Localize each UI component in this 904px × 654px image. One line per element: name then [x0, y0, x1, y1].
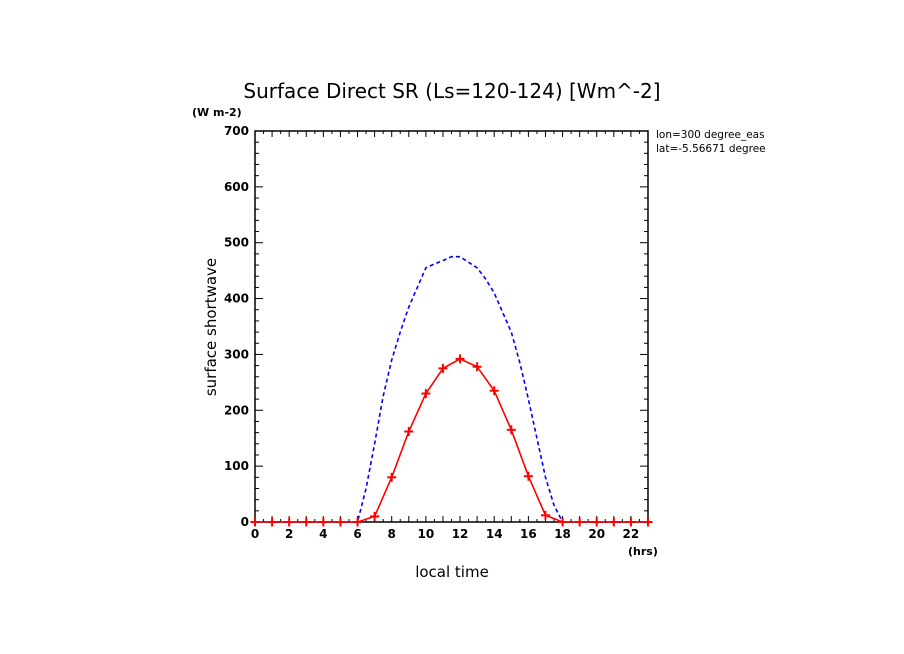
y-tick-label: 700	[224, 124, 249, 138]
y-tick-label: 200	[224, 403, 249, 417]
x-tick-label: 20	[588, 527, 605, 541]
y-tick-label: 600	[224, 180, 249, 194]
y-tick-label: 0	[241, 515, 249, 529]
x-tick-label: 18	[554, 527, 571, 541]
annotation-lon: lon=300 degree_eas	[656, 129, 765, 141]
y-tick-label: 400	[224, 292, 249, 306]
x-tick-label: 0	[251, 527, 259, 541]
x-tick-label: 22	[623, 527, 640, 541]
y-tick-label: 100	[224, 459, 249, 473]
x-tick-label: 8	[388, 527, 396, 541]
axis-ticks: 0 2 4 6 8 10 12 14 16 18 20 22 0 100 200 300 400 500 600 70…	[224, 124, 649, 541]
x-tick-label: 12	[452, 527, 469, 541]
y-tick-label: 300	[224, 347, 249, 361]
annotation-lat: lat=-5.56671 degree	[656, 143, 766, 155]
y-tick-label: 500	[224, 236, 249, 250]
plot-frame	[254, 130, 649, 523]
x-tick-label: 2	[285, 527, 293, 541]
series-group	[250, 255, 653, 527]
series-line-1	[255, 358, 648, 523]
y-axis-label: surface shortwave	[202, 258, 220, 396]
x-tick-label: 4	[319, 527, 327, 541]
series-line-0	[255, 255, 648, 523]
y-units-label: (W m-2)	[192, 106, 242, 119]
x-axis-label: local time	[415, 563, 489, 581]
x-tick-label: 16	[520, 527, 537, 541]
x-units-label: (hrs)	[628, 545, 658, 558]
x-tick-label: 10	[418, 527, 435, 541]
chart-title: Surface Direct SR (Ls=120-124) [Wm^-2]	[243, 79, 660, 103]
x-tick-label: 14	[486, 527, 503, 541]
x-tick-label: 6	[353, 527, 361, 541]
